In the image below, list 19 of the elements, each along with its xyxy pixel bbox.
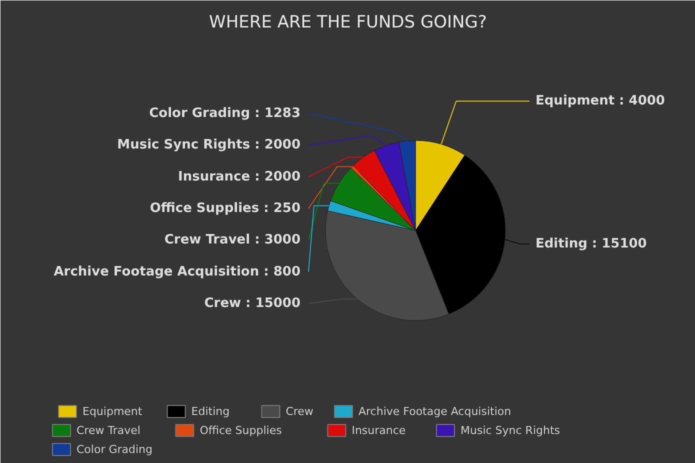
- data-label: Color Grading : 1283: [149, 106, 300, 121]
- data-label: Office Supplies : 250: [150, 201, 301, 216]
- data-label: Insurance : 2000: [178, 169, 301, 184]
- legend-label: Crew Travel: [76, 424, 140, 437]
- data-label: Archive Footage Acquisition : 800: [54, 264, 301, 280]
- legend-label: Archive Footage Acquisition: [358, 405, 512, 418]
- legend-label: Office Supplies: [200, 424, 282, 437]
- chart-title: WHERE ARE THE FUNDS GOING?: [209, 12, 487, 32]
- legend-label: Music Sync Rights: [460, 424, 560, 437]
- data-label: Editing : 15100: [536, 236, 647, 252]
- legend-label: Crew: [286, 405, 314, 418]
- legend-label: Editing: [191, 405, 230, 418]
- legend-label: Insurance: [352, 424, 406, 437]
- legend-label: Equipment: [82, 405, 143, 418]
- data-label: Equipment : 4000: [536, 94, 665, 109]
- data-label: Crew : 15000: [204, 296, 301, 311]
- legend-label: Color Grading: [76, 443, 152, 456]
- data-label: Crew Travel : 3000: [164, 232, 301, 248]
- data-label: Music Sync Rights : 2000: [117, 138, 301, 153]
